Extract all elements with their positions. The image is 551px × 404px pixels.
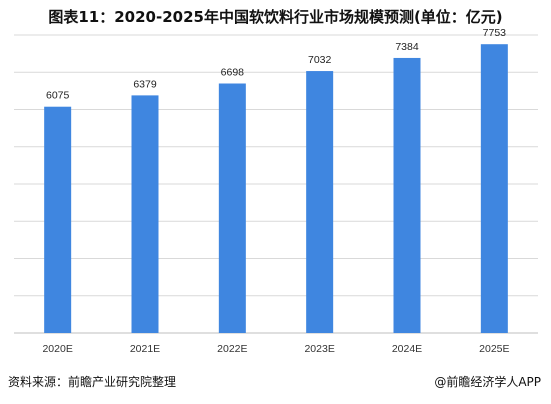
- bar-2020E: [44, 106, 72, 333]
- chart-title: 图表11：2020-2025年中国软饮料行业市场规模预测(单位：亿元): [48, 8, 503, 26]
- x-tick-2024E: 2024E: [392, 343, 422, 355]
- data-label-2021E: 6379: [133, 78, 157, 90]
- data-label-2020E: 6075: [46, 90, 70, 102]
- data-label-2023E: 7032: [308, 54, 332, 66]
- x-tick-2022E: 2022E: [217, 343, 247, 355]
- data-labels: 6075 6379 6698 7032 7384 7753: [46, 27, 506, 102]
- bar-2022E: [218, 83, 246, 333]
- bar-2024E: [393, 57, 421, 334]
- x-tick-2021E: 2021E: [130, 343, 160, 355]
- x-tick-2020E: 2020E: [42, 343, 72, 355]
- x-tick-2023E: 2023E: [304, 343, 334, 355]
- data-label-2025E: 7753: [483, 27, 507, 39]
- source-note: 资料来源：前瞻产业研究院整理: [8, 375, 177, 389]
- bar-2021E: [131, 95, 159, 333]
- credit-note: @前瞻经济学人APP: [434, 375, 541, 389]
- data-label-2024E: 7384: [395, 41, 419, 53]
- x-axis-ticks: 2020E 2021E 2022E 2023E 2024E 2025E: [42, 343, 509, 355]
- bar-2023E: [306, 71, 334, 334]
- data-label-2022E: 6698: [221, 66, 245, 78]
- gridlines: [14, 34, 538, 334]
- bar-2025E: [480, 44, 508, 334]
- bars: [44, 44, 508, 334]
- x-tick-2025E: 2025E: [479, 343, 509, 355]
